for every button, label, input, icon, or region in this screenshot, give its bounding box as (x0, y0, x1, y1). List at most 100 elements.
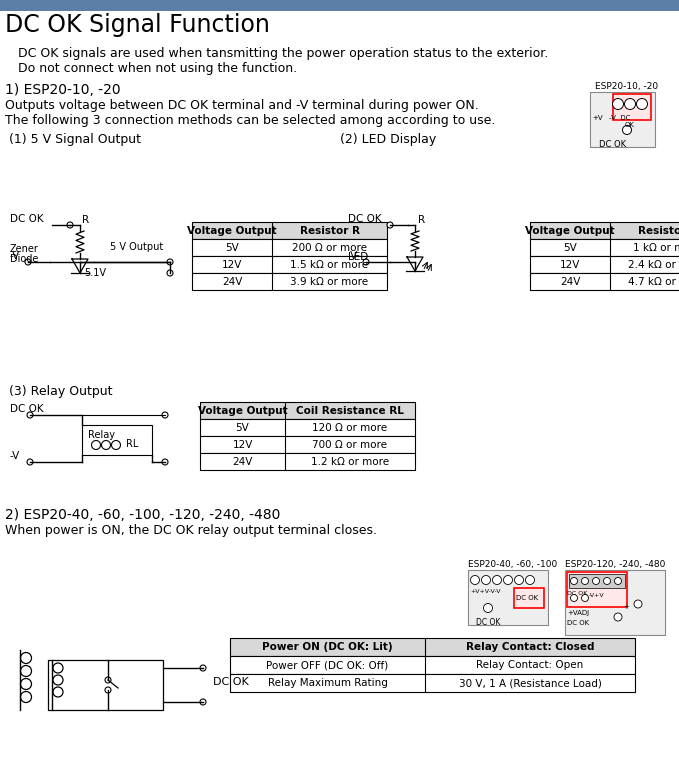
Bar (565, 570, 665, 635)
Text: OK: OK (625, 122, 635, 128)
Circle shape (593, 577, 600, 584)
Text: DC OK: DC OK (516, 595, 538, 601)
Text: ESP20-120, -240, -480: ESP20-120, -240, -480 (565, 560, 665, 569)
Circle shape (581, 577, 589, 584)
Text: (1) 5 V Signal Output: (1) 5 V Signal Output (5, 133, 141, 146)
Text: The following 3 connection methods can be selected among according to use.: The following 3 connection methods can b… (5, 114, 496, 127)
Text: (2) LED Display: (2) LED Display (340, 133, 436, 146)
Bar (569, 574, 625, 588)
Circle shape (471, 576, 479, 584)
Text: 1) ESP20-10, -20: 1) ESP20-10, -20 (5, 83, 121, 97)
Circle shape (167, 259, 173, 265)
Circle shape (387, 222, 393, 228)
Text: 24V: 24V (222, 276, 242, 286)
Text: Zener: Zener (10, 244, 39, 254)
Bar (530, 222, 679, 239)
Text: Resistor R: Resistor R (638, 226, 679, 236)
Text: Diode: Diode (10, 254, 39, 264)
Bar (200, 453, 415, 470)
Text: DC OK: DC OK (567, 591, 587, 596)
Text: Relay: Relay (88, 430, 115, 440)
Bar (200, 402, 415, 419)
Text: +: + (623, 604, 629, 610)
Text: LED: LED (348, 252, 368, 262)
Bar (192, 239, 387, 256)
Circle shape (200, 699, 206, 705)
Text: 3.9 kΩ or more: 3.9 kΩ or more (291, 276, 369, 286)
Text: Voltage Output: Voltage Output (525, 226, 614, 236)
Circle shape (483, 604, 492, 612)
Circle shape (162, 459, 168, 465)
Circle shape (612, 99, 623, 110)
Bar (613, 94, 651, 120)
Text: 2) ESP20-40, -60, -100, -120, -240, -480: 2) ESP20-40, -60, -100, -120, -240, -480 (5, 508, 280, 522)
Bar (230, 656, 635, 674)
Circle shape (504, 576, 513, 584)
Text: Relay Contact: Closed: Relay Contact: Closed (466, 642, 594, 652)
Text: -V+V: -V+V (589, 593, 604, 598)
Text: 1.5 kΩ or more: 1.5 kΩ or more (291, 260, 369, 269)
Text: DC OK: DC OK (348, 214, 382, 224)
Bar (0, 0, 679, 11)
Bar (200, 436, 415, 453)
Text: 5V: 5V (563, 243, 577, 253)
Text: DC OK: DC OK (567, 620, 589, 626)
Text: ESP20-10, -20: ESP20-10, -20 (595, 82, 658, 91)
Text: 5.1V: 5.1V (84, 268, 106, 278)
Text: 5 V Output: 5 V Output (110, 241, 163, 251)
Bar (82, 425, 152, 455)
Text: 700 Ω or more: 700 Ω or more (312, 440, 388, 450)
Text: 5V: 5V (236, 422, 249, 433)
Text: 1 kΩ or more: 1 kΩ or more (634, 243, 679, 253)
Circle shape (200, 665, 206, 671)
Circle shape (105, 687, 111, 693)
Text: Voltage Output: Voltage Output (198, 405, 287, 415)
Circle shape (167, 270, 173, 276)
Text: +V: +V (592, 115, 603, 121)
Text: 24V: 24V (559, 276, 580, 286)
Text: 2.4 kΩ or more: 2.4 kΩ or more (629, 260, 679, 269)
Text: Outputs voltage between DC OK terminal and -V terminal during power ON.: Outputs voltage between DC OK terminal a… (5, 99, 479, 112)
Bar (530, 239, 679, 256)
Circle shape (492, 576, 502, 584)
Text: 12V: 12V (222, 260, 242, 269)
Circle shape (570, 594, 578, 601)
Text: Do not connect when not using the function.: Do not connect when not using the functi… (18, 62, 297, 75)
Circle shape (636, 99, 648, 110)
Bar (200, 419, 415, 436)
Text: 120 Ω or more: 120 Ω or more (312, 422, 388, 433)
Text: DC OK signals are used when tansmitting the power operation status to the exteri: DC OK signals are used when tansmitting … (18, 47, 548, 60)
Circle shape (623, 125, 631, 135)
Text: DC OK: DC OK (476, 618, 500, 627)
Text: 12V: 12V (232, 440, 253, 450)
Text: Power OFF (DC OK: Off): Power OFF (DC OK: Off) (266, 660, 388, 670)
Circle shape (614, 613, 622, 621)
Text: R: R (418, 215, 425, 225)
Text: DC OK: DC OK (599, 140, 626, 149)
Circle shape (105, 677, 111, 683)
Text: +VADJ: +VADJ (567, 610, 589, 616)
Text: 12V: 12V (559, 260, 580, 269)
Circle shape (67, 222, 73, 228)
Bar (192, 222, 387, 239)
Text: Voltage Output: Voltage Output (187, 226, 277, 236)
Bar (468, 570, 548, 625)
Circle shape (526, 576, 534, 584)
Text: 24V: 24V (232, 457, 253, 467)
Circle shape (634, 600, 642, 608)
Circle shape (363, 259, 369, 265)
Text: DC OK: DC OK (10, 214, 43, 224)
Text: Coil Resistance RL: Coil Resistance RL (296, 405, 404, 415)
Circle shape (570, 577, 578, 584)
Text: -V: -V (348, 251, 359, 261)
Text: Relay Maximum Rating: Relay Maximum Rating (268, 678, 388, 688)
Text: DC OK: DC OK (10, 404, 43, 414)
Text: +V+V-V-V: +V+V-V-V (470, 589, 500, 594)
Text: -V: -V (10, 251, 20, 261)
Text: -V: -V (10, 451, 20, 461)
Text: DC OK: DC OK (213, 677, 249, 687)
Text: R: R (82, 215, 89, 225)
Text: Power ON (DC OK: Lit): Power ON (DC OK: Lit) (262, 642, 393, 652)
Bar (192, 256, 387, 273)
Text: 30 V, 1 A (Resistance Load): 30 V, 1 A (Resistance Load) (458, 678, 602, 688)
